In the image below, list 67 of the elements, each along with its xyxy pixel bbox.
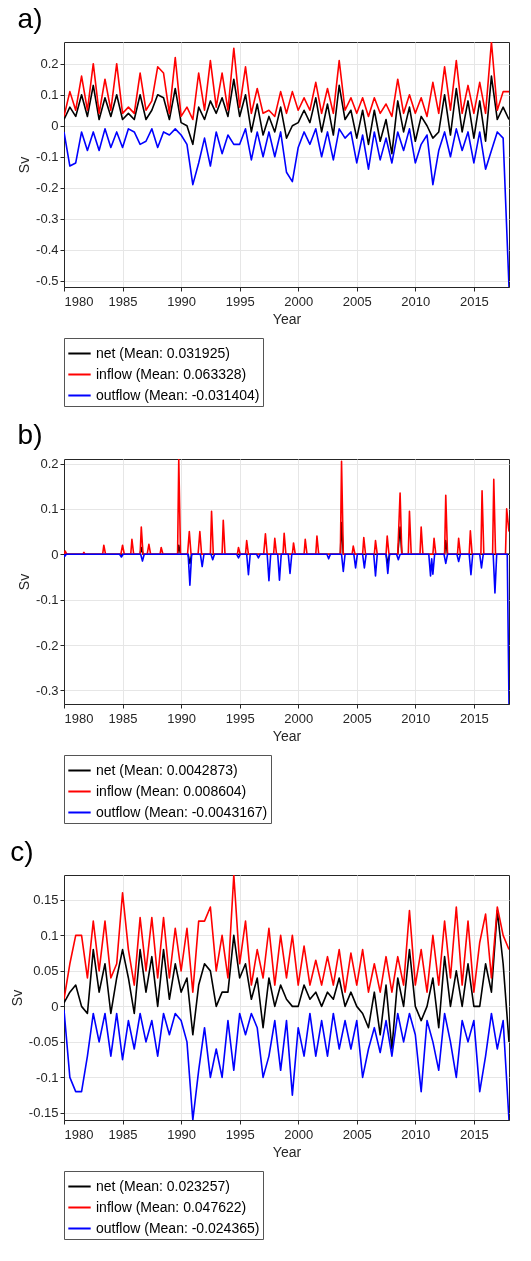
- y-tick-label: -0.3: [36, 211, 59, 227]
- x-tick-label: 1985: [108, 710, 138, 726]
- y-tick-label: -0.05: [28, 1034, 59, 1050]
- y-tick-label: -0.2: [36, 180, 59, 196]
- x-tick-label: 2005: [342, 1126, 372, 1142]
- y-axis-title: Sv: [16, 156, 33, 174]
- y-tick-label: 0.2: [40, 56, 59, 72]
- x-tick-label: 2015: [459, 293, 489, 309]
- line-series: [64, 459, 509, 556]
- y-tick-label: -0.1: [36, 149, 59, 165]
- x-tick-label: 2010: [401, 710, 431, 726]
- x-tick-label: 1985: [108, 1126, 138, 1142]
- y-tick-label: 0: [51, 998, 59, 1014]
- legend-label: net (Mean: 0.031925): [96, 344, 230, 361]
- y-tick-label: -0.3: [36, 682, 59, 698]
- y-tick-label: 0: [51, 118, 59, 134]
- x-tick-label: 1995: [225, 710, 255, 726]
- y-tick-label: -0.1: [36, 592, 59, 608]
- x-tick-label: 2010: [401, 1126, 431, 1142]
- x-tick-label: 2010: [401, 293, 431, 309]
- line-series: [64, 42, 509, 121]
- x-axis-title: Year: [272, 310, 302, 327]
- x-tick-label: 1980: [64, 293, 94, 309]
- y-tick-label: 0: [51, 546, 59, 562]
- legend-label: net (Mean: 0.0042873): [96, 761, 238, 778]
- legend-label: outflow (Mean: -0.024365): [96, 1219, 260, 1236]
- line-series: [64, 75, 509, 155]
- legend-label: outflow (Mean: -0.031404): [96, 386, 260, 403]
- x-tick-label: 2005: [342, 710, 372, 726]
- y-tick-label: 0.15: [33, 892, 59, 908]
- chart-title: a): [17, 3, 43, 34]
- x-tick-label: 1995: [225, 1126, 255, 1142]
- x-tick-label: 2000: [284, 1126, 314, 1142]
- legend-label: net (Mean: 0.023257): [96, 1177, 230, 1194]
- x-tick-label: 1990: [167, 1126, 197, 1142]
- y-axis-title: Sv: [8, 989, 25, 1007]
- x-tick-label: 1980: [64, 710, 94, 726]
- y-tick-label: 0.2: [40, 456, 59, 472]
- y-tick-label: -0.4: [36, 242, 59, 258]
- line-series: [64, 875, 509, 1001]
- legend-label: inflow (Mean: 0.063328): [96, 365, 247, 382]
- y-tick-label: 0.05: [33, 963, 59, 979]
- x-tick-label: 2015: [459, 710, 489, 726]
- chart-title: b): [17, 418, 43, 450]
- y-tick-label: -0.5: [36, 273, 59, 289]
- chart-title: c): [10, 836, 34, 867]
- x-tick-label: 1990: [167, 293, 197, 309]
- legend-label: inflow (Mean: 0.008604): [96, 782, 247, 799]
- x-tick-label: 1995: [225, 293, 255, 309]
- x-tick-label: 1985: [108, 293, 138, 309]
- y-tick-label: 0.1: [40, 501, 59, 517]
- x-tick-label: 1990: [167, 710, 197, 726]
- legend-label: outflow (Mean: -0.0043167): [96, 803, 268, 820]
- x-axis-title: Year: [272, 727, 302, 744]
- y-tick-label: -0.2: [36, 637, 59, 653]
- y-tick-label: -0.1: [36, 1069, 59, 1085]
- y-tick-label: -0.15: [28, 1105, 59, 1121]
- x-tick-label: 2000: [284, 293, 314, 309]
- x-axis-title: Year: [272, 1143, 302, 1160]
- y-tick-label: 0.1: [40, 87, 59, 103]
- x-tick-label: 1980: [64, 1126, 94, 1142]
- x-tick-label: 2005: [342, 293, 372, 309]
- x-tick-label: 2000: [284, 710, 314, 726]
- x-tick-label: 2015: [459, 1126, 489, 1142]
- legend-label: inflow (Mean: 0.047622): [96, 1198, 247, 1215]
- y-axis-title: Sv: [16, 573, 33, 591]
- y-tick-label: 0.1: [40, 927, 59, 943]
